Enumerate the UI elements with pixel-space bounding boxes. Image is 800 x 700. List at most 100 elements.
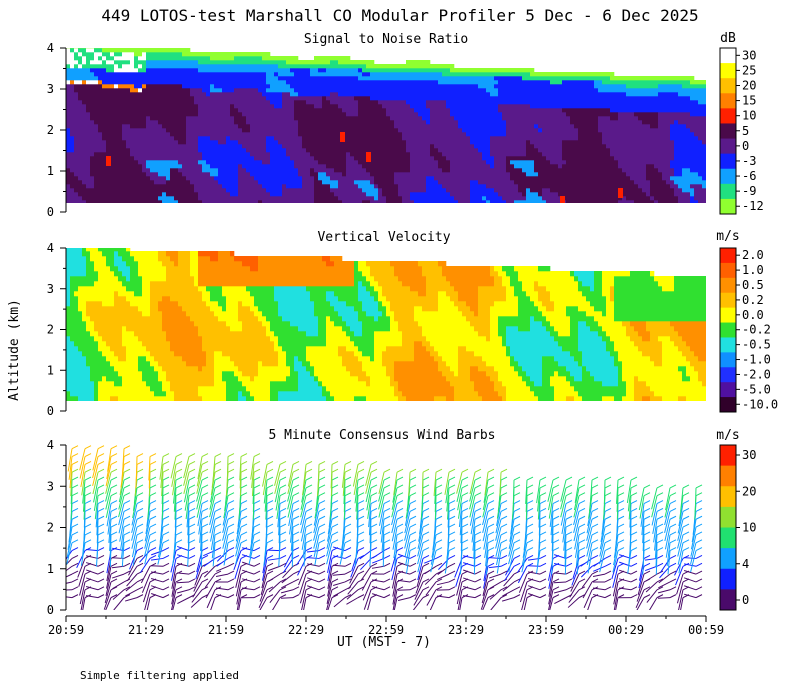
wind-barb xyxy=(313,526,320,549)
wind-barb xyxy=(105,464,112,487)
wind-barb xyxy=(398,553,411,559)
wind-barb xyxy=(85,562,99,567)
wind-barb xyxy=(508,526,515,550)
wind-barb xyxy=(280,589,294,594)
wind-barb xyxy=(199,527,203,551)
wind-barb xyxy=(150,565,164,567)
wind-barb xyxy=(536,479,541,504)
wind-barb xyxy=(463,577,476,583)
colorbar-swatch xyxy=(720,589,736,611)
wind-barb xyxy=(301,527,307,550)
wind-barb xyxy=(404,534,411,557)
wind-barb xyxy=(457,495,463,519)
wind-barb xyxy=(306,570,320,575)
x-tick-label: 22:29 xyxy=(288,623,324,637)
wind-barb xyxy=(637,573,645,596)
wind-barb xyxy=(587,597,593,610)
wind-barb xyxy=(209,511,216,534)
wind-barb xyxy=(549,503,554,527)
wind-barb xyxy=(185,495,190,520)
wind-barb xyxy=(508,542,515,565)
wind-barb xyxy=(456,581,463,605)
velocity-panel-title: Vertical Velocity xyxy=(317,230,450,245)
wind-barb xyxy=(417,542,424,565)
wind-barb xyxy=(236,511,242,535)
wind-barb xyxy=(140,566,151,584)
wind-barb xyxy=(618,578,632,583)
wind-barb xyxy=(210,597,216,610)
wind-barb xyxy=(554,597,567,605)
wind-barb xyxy=(125,581,138,592)
wind-barb xyxy=(251,464,255,488)
wind-barbs xyxy=(66,445,703,610)
wind-barb xyxy=(658,581,671,589)
wind-barb xyxy=(274,479,281,503)
wind-barb xyxy=(586,526,593,549)
wind-barb-panel: 5 Minute Consensus Wind Barbs 0 1 2 3 4 30 20… xyxy=(47,428,757,617)
y-tick-label: 0 xyxy=(47,404,54,418)
wind-barb xyxy=(82,597,86,610)
wind-barb xyxy=(416,566,424,588)
wind-barb xyxy=(262,550,268,574)
wind-barb xyxy=(674,558,684,576)
wind-barb xyxy=(473,534,476,559)
wind-barb xyxy=(553,581,567,584)
colorbar-swatch xyxy=(720,78,736,94)
main-title: 449 LOTOS-test Marshall CO Modular Profi… xyxy=(101,6,698,25)
snr-colorbar-unit: dB xyxy=(720,31,736,46)
wind-barb xyxy=(664,511,671,533)
velocity-colorbar: 2.01.00.50.20.0-0.2-0.5-1.0-2.0-5.0-10.0 xyxy=(719,247,778,413)
colorbar-tick-label: 20 xyxy=(742,79,756,93)
wind-barb xyxy=(378,479,385,502)
wind-barb xyxy=(93,479,99,503)
wind-barb xyxy=(313,534,320,557)
wind-barb xyxy=(569,581,580,598)
wind-barb xyxy=(592,593,606,599)
wind-barb xyxy=(538,503,541,528)
wind-barb xyxy=(302,534,307,559)
y-tick-label: 3 xyxy=(47,479,54,493)
wind-barb xyxy=(109,527,112,551)
wind-barb xyxy=(613,542,619,566)
wind-barb xyxy=(327,558,333,582)
wind-barb xyxy=(547,479,554,502)
wind-barb xyxy=(365,464,372,486)
wind-barb xyxy=(258,589,268,608)
wind-barb xyxy=(599,534,606,557)
wind-barb xyxy=(469,479,476,502)
wind-barb xyxy=(573,495,580,518)
wind-barb xyxy=(560,487,567,510)
wind-barb xyxy=(144,526,151,549)
wind-barb xyxy=(92,472,99,495)
wind-barb xyxy=(341,464,346,488)
wind-barb xyxy=(177,545,190,552)
wind-barb xyxy=(333,589,346,597)
wind-barb xyxy=(392,589,398,610)
wind-barb xyxy=(639,495,645,519)
wind-barb xyxy=(203,565,216,578)
wind-barb xyxy=(489,581,502,590)
x-tick-label: 00:29 xyxy=(608,623,644,637)
wind-barb xyxy=(378,495,385,518)
wind-barb xyxy=(326,534,333,557)
wind-barb xyxy=(302,464,307,488)
colorbar-tick-label: -10.0 xyxy=(742,397,778,411)
wind-barb xyxy=(161,472,164,497)
wind-barb xyxy=(488,557,502,559)
wind-barb xyxy=(268,565,281,572)
wind-barb xyxy=(488,565,502,569)
wind-barb xyxy=(485,542,489,567)
y-tick-label: 2 xyxy=(47,323,54,337)
wind-barb xyxy=(404,503,411,526)
wind-barb xyxy=(145,511,151,535)
wind-barb xyxy=(482,495,489,518)
colorbar-swatch xyxy=(720,322,736,338)
wind-barb xyxy=(332,581,346,587)
wind-barb xyxy=(677,534,684,557)
wind-barb xyxy=(664,519,671,542)
wind-barb xyxy=(131,503,138,526)
wind-barb xyxy=(677,542,684,565)
wind-barb xyxy=(645,573,658,582)
wind-barb xyxy=(586,534,593,557)
wind-barb xyxy=(360,565,372,581)
